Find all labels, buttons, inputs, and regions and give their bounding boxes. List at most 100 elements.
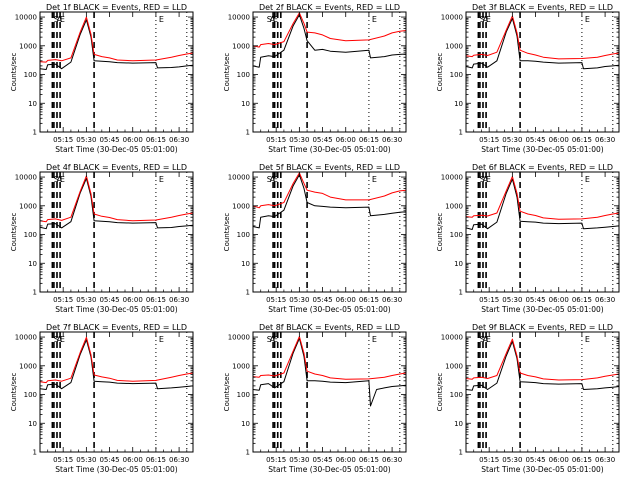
x-tick-label: 05:30 [76, 456, 96, 464]
y-tick-label: 1000 [445, 202, 463, 210]
x-tick-label: 06:30 [169, 136, 189, 144]
y-tick-label: 10 [28, 100, 37, 108]
saa-marker: A [483, 335, 489, 344]
x-tick-label: 05:15 [266, 136, 286, 144]
saa-marker: E [60, 15, 65, 24]
saa-marker: S [54, 15, 59, 24]
x-axis-label: Start Time (30-Dec-05 05:01:00) [481, 305, 603, 314]
series-events-line [253, 14, 406, 68]
panel-det1f: 1 10 100 1000 10000 05:15 05:30 05:45 06:00 06:15… [10, 3, 194, 154]
x-tick-label: 06:30 [595, 296, 615, 304]
y-tick-label: 10 [241, 100, 250, 108]
saa-marker: A [57, 175, 63, 184]
y-tick-label: 100 [450, 231, 463, 239]
saa-marker: A [270, 15, 276, 24]
y-tick-label: 10000 [228, 334, 250, 342]
saa-marker: E [486, 335, 491, 344]
x-tick-label: 06:00 [123, 136, 143, 144]
chart-title: Det 2f BLACK = Events, RED = LLD [259, 3, 400, 12]
x-axis-label: Start Time (30-Dec-05 05:01:00) [481, 145, 603, 154]
y-tick-label: 1 [246, 129, 250, 137]
x-tick-label: 05:45 [99, 136, 119, 144]
y-axis-label: Counts/sec [436, 53, 444, 92]
saa-marker: E [273, 15, 278, 24]
series-events-line [40, 339, 193, 390]
x-tick-label: 05:30 [289, 136, 309, 144]
x-axis-label: Start Time (30-Dec-05 05:01:00) [55, 465, 177, 474]
x-tick-label: 06:15 [146, 456, 166, 464]
y-axis-label: Counts/sec [10, 213, 18, 252]
x-tick-label: 06:00 [123, 296, 143, 304]
series-events-line [253, 174, 406, 229]
saa-marker: S [267, 175, 272, 184]
y-tick-label: 1000 [232, 42, 250, 50]
x-tick-label: 06:00 [549, 136, 569, 144]
panel-det7f: 1 10 100 1000 10000 05:15 05:30 05:45 06:00 06:15… [10, 323, 194, 474]
y-tick-label: 10 [454, 260, 463, 268]
x-tick-label: 05:30 [76, 136, 96, 144]
x-tick-label: 06:00 [336, 136, 356, 144]
y-axis-label: Counts/sec [10, 373, 18, 412]
x-tick-label: 06:15 [146, 136, 166, 144]
series-events-line [40, 19, 193, 70]
saa-marker: E [486, 15, 491, 24]
x-axis-label: Start Time (30-Dec-05 05:01:00) [268, 465, 390, 474]
x-tick-label: 06:15 [359, 296, 379, 304]
x-tick-label: 05:45 [99, 296, 119, 304]
x-tick-label: 05:15 [479, 136, 499, 144]
y-tick-label: 1 [33, 129, 37, 137]
y-axis-label: Counts/sec [223, 373, 231, 412]
series-events-line [40, 177, 193, 230]
y-tick-label: 1000 [232, 202, 250, 210]
eclipse-marker: E [159, 175, 164, 184]
y-tick-label: 1 [459, 289, 463, 297]
x-tick-label: 06:00 [549, 296, 569, 304]
panel-det6f: 1 10 100 1000 10000 05:15 05:30 05:45 06:00 06:15… [436, 163, 620, 314]
series-lld-line [40, 175, 193, 223]
y-tick-label: 1000 [445, 42, 463, 50]
y-axis-label: Counts/sec [10, 53, 18, 92]
x-tick-label: 05:15 [53, 456, 73, 464]
eclipse-marker: E [372, 175, 377, 184]
x-axis-label: Start Time (30-Dec-05 05:01:00) [268, 305, 390, 314]
series-events-line [253, 337, 406, 407]
y-tick-label: 100 [450, 391, 463, 399]
series-events-line [466, 178, 619, 230]
y-tick-label: 100 [450, 71, 463, 79]
y-tick-label: 10000 [441, 174, 463, 182]
x-tick-label: 05:15 [53, 296, 73, 304]
plot-frame [465, 11, 620, 133]
saa-marker: S [267, 15, 272, 24]
plot-frame [39, 11, 194, 133]
saa-marker: A [483, 15, 489, 24]
x-tick-label: 05:15 [479, 456, 499, 464]
y-axis-label: Counts/sec [436, 213, 444, 252]
y-tick-label: 1 [246, 289, 250, 297]
y-axis-label: Counts/sec [223, 213, 231, 252]
saa-marker: S [54, 175, 59, 184]
saa-marker: A [270, 175, 276, 184]
eclipse-marker: E [372, 15, 377, 24]
eclipse-marker: E [585, 175, 590, 184]
x-tick-label: 05:30 [76, 296, 96, 304]
plot-frame [465, 171, 620, 293]
x-axis-label: Start Time (30-Dec-05 05:01:00) [481, 465, 603, 474]
series-lld-line [253, 336, 406, 380]
y-tick-label: 1 [459, 449, 463, 457]
plot-frame [252, 171, 407, 293]
saa-marker: E [60, 335, 65, 344]
x-tick-label: 06:00 [336, 456, 356, 464]
y-tick-label: 1 [246, 449, 250, 457]
chart-title: Det 9f BLACK = Events, RED = LLD [472, 323, 613, 332]
x-tick-label: 06:30 [169, 296, 189, 304]
saa-marker: S [267, 335, 272, 344]
x-tick-label: 06:00 [123, 456, 143, 464]
saa-marker: A [483, 175, 489, 184]
eclipse-marker: E [159, 335, 164, 344]
x-tick-label: 05:30 [502, 136, 522, 144]
x-tick-label: 06:30 [382, 296, 402, 304]
x-tick-label: 05:45 [312, 136, 332, 144]
x-tick-label: 05:15 [53, 136, 73, 144]
series-lld-line [466, 176, 619, 220]
series-lld-line [40, 336, 193, 384]
